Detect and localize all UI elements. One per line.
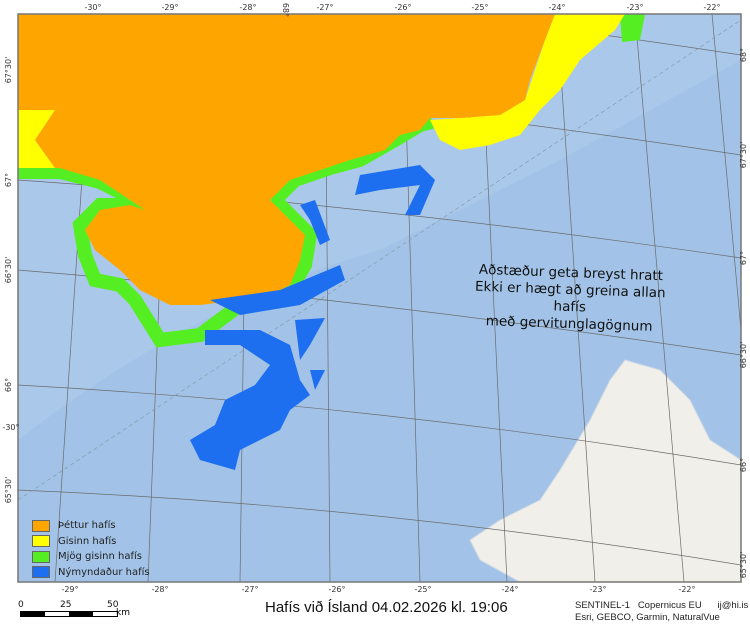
- left-tick-label: 66°: [4, 378, 13, 392]
- legend-label: Þéttur hafís: [58, 520, 116, 532]
- right-tick-label: 67°: [739, 251, 748, 265]
- scale-bar: [20, 611, 118, 617]
- top-tick-label: 68°: [281, 3, 290, 17]
- graticule: [18, 14, 741, 582]
- right-tick-label: 67°30': [739, 142, 748, 169]
- open-ice-west: [18, 110, 55, 168]
- top-tick-label: -27°: [316, 3, 333, 12]
- bottom-tick-label: -26°: [328, 585, 345, 594]
- top-tick-label: -25°: [471, 3, 488, 12]
- left-tick-label: -30°: [2, 423, 19, 432]
- right-tick-label: 66°: [739, 458, 748, 472]
- map-title: Hafís við Ísland 04.02.2026 kl. 19:06: [265, 599, 508, 616]
- bottom-tick-label: -24°: [501, 585, 518, 594]
- iceland-land: [469, 359, 741, 582]
- bottom-tick-label: -23°: [589, 585, 606, 594]
- very-open-ice-ne: [620, 14, 645, 42]
- legend-label: Mjög gisinn hafís: [58, 551, 142, 563]
- legend-item: Þéttur hafís: [32, 518, 150, 534]
- top-tick-label: -28°: [239, 3, 256, 12]
- legend-label: Nýmyndaður hafís: [58, 566, 150, 578]
- top-tick-label: -22°: [703, 3, 720, 12]
- legend-item: Mjög gisinn hafís: [32, 549, 150, 565]
- swatch-open-ice: [32, 535, 50, 548]
- right-tick-label: 66°30': [739, 342, 748, 369]
- close-ice: [18, 14, 555, 305]
- new-ice: [190, 165, 435, 470]
- left-tick-label: 65°30': [4, 477, 13, 504]
- credits-line: SENTINEL-1 Copernicus EU ij@hi.is: [575, 600, 749, 611]
- right-tick-label: 65°30': [739, 552, 748, 579]
- left-tick-label: 67°: [4, 173, 13, 187]
- left-tick-label: 67°30': [4, 57, 13, 84]
- credits-line: Esri, GEBCO, Garmin, NaturalVue: [575, 612, 720, 623]
- top-tick-label: -23°: [626, 3, 643, 12]
- bottom-tick-label: -22°: [678, 585, 695, 594]
- legend: Þéttur hafís Gisinn hafís Mjög gisinn ha…: [32, 518, 150, 580]
- top-tick-label: -26°: [394, 3, 411, 12]
- swatch-close-ice: [32, 519, 50, 532]
- open-ice: [430, 14, 625, 150]
- swatch-new-ice: [32, 566, 50, 579]
- scale-unit: km: [116, 608, 130, 618]
- legend-item: Gisinn hafís: [32, 534, 150, 550]
- map-frame: [17, 13, 742, 583]
- scale-label: 0: [18, 600, 24, 610]
- bottom-tick-label: -29°: [61, 585, 78, 594]
- bottom-tick-label: -28°: [151, 585, 168, 594]
- scale-label: 50: [107, 600, 119, 610]
- top-tick-label: -24°: [548, 3, 565, 12]
- legend-label: Gisinn hafís: [58, 535, 117, 547]
- bottom-tick-label: -25°: [414, 585, 431, 594]
- legend-item: Nýmyndaður hafís: [32, 565, 150, 581]
- swatch-very-open-ice: [32, 550, 50, 563]
- warning-note: Aðstæður geta breyst hratt Ekki er hægt …: [469, 262, 671, 337]
- left-tick-label: 66°30': [4, 257, 13, 284]
- top-tick-label: -30°: [84, 3, 101, 12]
- right-tick-label: 68°: [739, 48, 748, 62]
- scale-labels: 0 25 50: [18, 600, 128, 610]
- top-tick-label: -29°: [161, 3, 178, 12]
- scale-label: 25: [60, 600, 72, 610]
- credits: SENTINEL-1 Copernicus EU ij@hi.is Esri, …: [575, 600, 748, 624]
- bottom-tick-label: -27°: [241, 585, 258, 594]
